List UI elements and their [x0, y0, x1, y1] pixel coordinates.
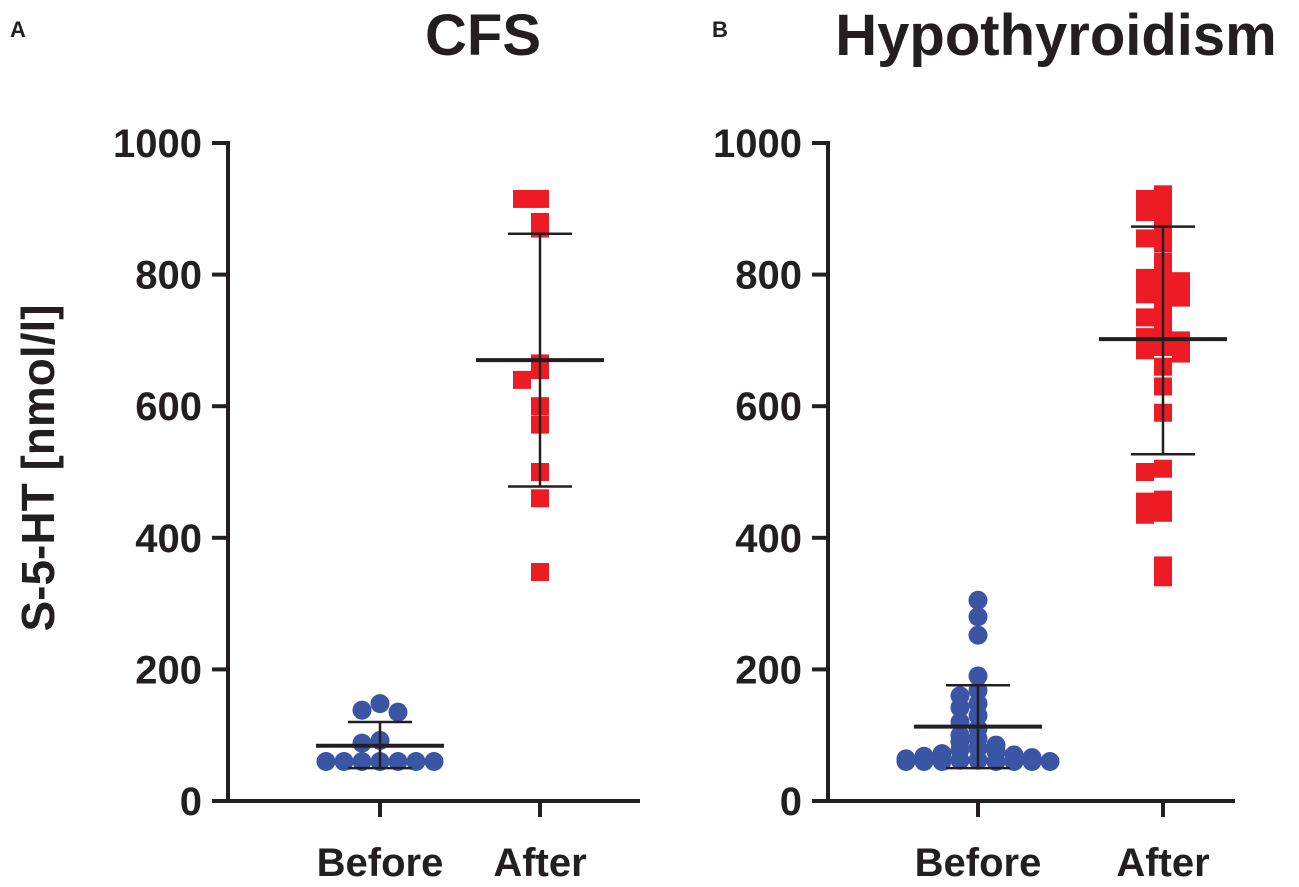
- data-point-a-before-6: [352, 752, 372, 772]
- chart-title-a: CFS: [425, 3, 541, 68]
- x-tick-label-b-before: Before: [915, 841, 1042, 885]
- y-tick-label-a-200: 200: [135, 648, 202, 692]
- data-point-a-before-2: [388, 702, 408, 722]
- panel-label-a: A: [10, 17, 26, 42]
- data-point-b-after-3: [1136, 203, 1154, 222]
- y-tick-label-a-600: 600: [135, 385, 202, 429]
- data-point-b-before-27: [1004, 752, 1024, 772]
- y-tick-label-b-1000: 1000: [713, 122, 802, 166]
- data-point-a-before-4: [352, 733, 372, 753]
- y-tick-label-b-600: 600: [735, 385, 802, 429]
- data-point-b-before-2: [968, 625, 988, 645]
- y-tick-label-b-400: 400: [735, 517, 802, 561]
- data-point-b-before-0: [968, 590, 988, 610]
- x-tick-label-b-after: After: [1116, 841, 1209, 885]
- data-point-b-after-14: [1136, 285, 1154, 304]
- data-point-a-before-11: [424, 752, 444, 772]
- data-point-b-after-15: [1172, 288, 1190, 307]
- data-point-b-after-33: [1154, 503, 1172, 522]
- data-point-b-after-6: [1136, 229, 1154, 248]
- data-point-b-before-1: [968, 607, 988, 627]
- chart-title-b: Hypothyroidism: [835, 3, 1277, 68]
- y-tick-label-a-1000: 1000: [113, 122, 202, 166]
- x-tick-label-a-before: Before: [317, 841, 444, 885]
- y-tick-label-a-800: 800: [135, 254, 202, 298]
- data-point-b-before-31: [1040, 752, 1060, 772]
- data-point-b-after-11: [1136, 268, 1154, 287]
- y-tick-label-b-200: 200: [735, 648, 802, 692]
- data-point-b-before-29: [1022, 752, 1042, 772]
- y-tick-label-b-0: 0: [780, 780, 802, 824]
- data-point-a-before-8: [334, 752, 354, 772]
- data-point-a-after-6: [513, 370, 531, 389]
- y-tick-label-b-800: 800: [735, 254, 802, 298]
- data-point-a-after-0: [531, 189, 549, 208]
- data-point-a-before-10: [316, 752, 336, 772]
- data-point-a-before-1: [352, 700, 372, 720]
- data-point-a-before-0: [370, 694, 390, 714]
- y-tick-label-a-0: 0: [180, 780, 202, 824]
- y-axis-label: S-5-HT [nmol/l]: [12, 304, 64, 631]
- data-point-b-before-7: [950, 698, 970, 718]
- data-point-b-after-25: [1172, 344, 1190, 363]
- y-tick-label-a-400: 400: [135, 517, 202, 561]
- data-point-a-before-9: [406, 752, 426, 772]
- data-point-b-after-2: [1154, 196, 1172, 215]
- data-point-b-before-3: [968, 666, 988, 686]
- data-point-b-before-24: [950, 750, 970, 770]
- data-point-b-after-12: [1172, 272, 1190, 291]
- data-point-a-after-1: [513, 189, 531, 208]
- x-tick-label-a-after: After: [493, 841, 586, 885]
- data-point-a-before-7: [388, 752, 408, 772]
- data-point-b-before-26: [932, 752, 952, 772]
- data-point-b-after-34: [1136, 505, 1154, 524]
- data-point-b-after-29: [1154, 459, 1172, 478]
- data-point-a-after-11: [531, 563, 549, 582]
- data-point-a-after-10: [531, 489, 549, 508]
- data-point-b-after-24: [1136, 341, 1154, 360]
- data-point-b-before-30: [896, 752, 916, 772]
- data-point-b-after-18: [1136, 308, 1154, 327]
- data-point-b-after-30: [1136, 463, 1154, 481]
- panel-label-b: B: [712, 17, 728, 42]
- data-point-b-before-25: [986, 752, 1006, 772]
- data-point-b-before-28: [914, 752, 934, 772]
- data-point-b-after-36: [1154, 568, 1172, 587]
